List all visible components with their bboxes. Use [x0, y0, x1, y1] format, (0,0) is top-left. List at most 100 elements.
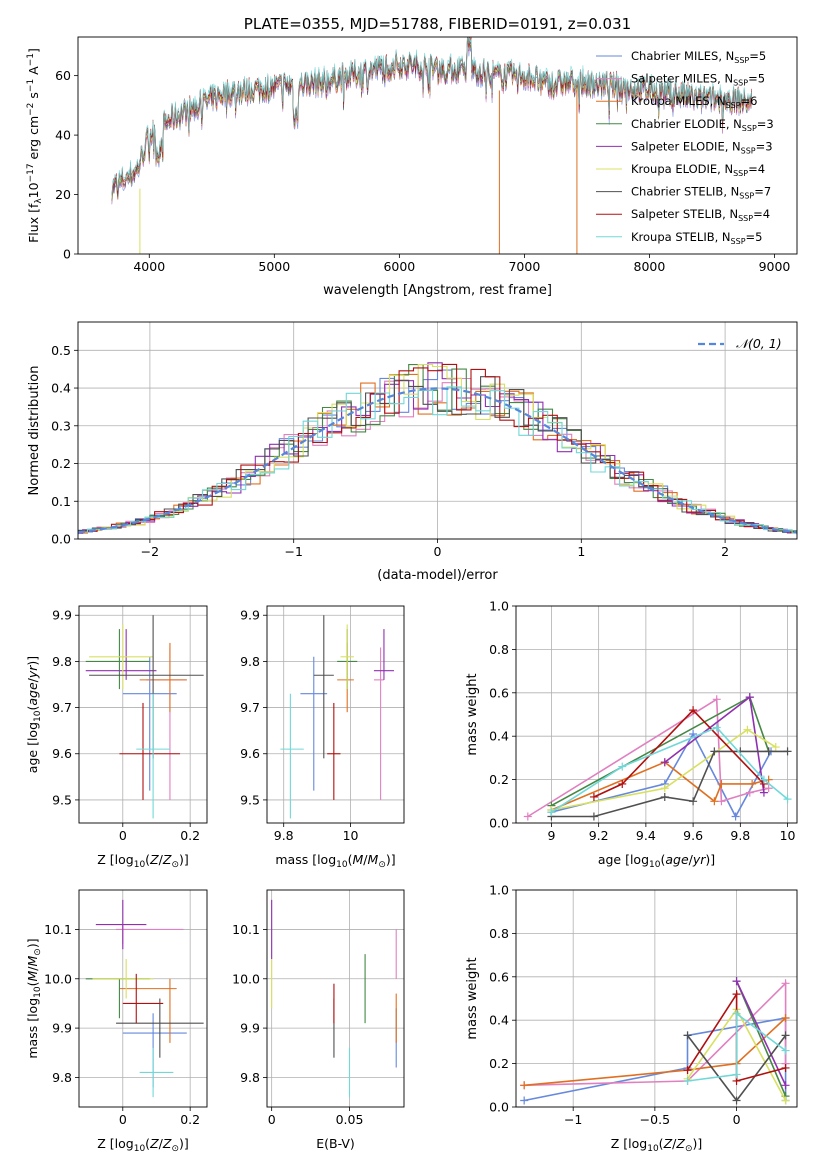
x-tick-label: 5000: [258, 259, 290, 274]
x-tick-label: 10: [780, 828, 796, 843]
y-tick-label: 9.8: [52, 654, 72, 669]
weight-marker-chabrier_stelib: [689, 797, 698, 806]
x-tick-label: 0: [268, 1112, 276, 1127]
weight-line-chabrier_stelib: [551, 750, 788, 818]
weight-line-kroupa_stelib: [687, 1012, 787, 1082]
weight-marker-salpeter_elodie: [781, 1081, 790, 1090]
x-tick-label: 9000: [759, 259, 791, 274]
x-tick-label: 2: [721, 544, 729, 559]
x-tick-label: −0.5: [640, 1112, 670, 1127]
x-axis-label: E(B-V): [316, 1136, 355, 1151]
weight-marker-salpeter_miles: [712, 695, 721, 704]
y-axis-label: age [log10(age/yr)]: [25, 656, 43, 773]
weight-lines: [520, 977, 790, 1105]
x-tick-label: 6000: [383, 259, 415, 274]
weight-marker-kroupa_elodie: [660, 784, 669, 793]
spectrum-panel: 4000 5000 6000 7000 8000 9000 0 20 40 60 PLATE=035…: [26, 15, 798, 298]
y-tick-label: 0.8: [489, 926, 509, 941]
y-tick-label: 60: [55, 68, 71, 83]
spectrum-line-kroupa_stelib: [111, 37, 752, 196]
weight-marker-kroupa_stelib: [618, 762, 627, 771]
weight-line-salpeter_stelib: [593, 709, 765, 798]
y-tick-label: 0.3: [51, 418, 71, 433]
error-bars: [280, 615, 394, 819]
x-tick-label: 9.8: [274, 828, 294, 843]
legend-label: Kroupa ELODIE, NSSP=4: [631, 162, 765, 178]
y-tick-label: 0.4: [489, 1013, 509, 1028]
y-tick-label: 1.0: [489, 883, 509, 898]
x-tick-label: 9.4: [636, 828, 656, 843]
axes-frame: [266, 605, 405, 824]
y-tick-label: 10.1: [44, 922, 72, 937]
x-tick-label: 9.8: [730, 828, 750, 843]
weight-marker-salpeter_elodie: [759, 788, 768, 797]
histogram-chabrier_stelib: [78, 376, 797, 535]
x-axis-label: Z [log10(Z/Z⊙)]: [97, 852, 189, 870]
y-tick-label: 0.1: [51, 494, 71, 509]
x-tick-label: 9: [547, 828, 555, 843]
weight-marker-salpeter_elodie: [745, 693, 754, 702]
x-tick-label: 10: [343, 828, 359, 843]
x-axis-label: Z [log10(Z/Z⊙)]: [611, 1136, 703, 1154]
weight-marker-salpeter_miles: [745, 788, 754, 797]
weight-marker-chabrier_stelib: [660, 792, 669, 801]
weight-marker-salpeter_stelib: [589, 792, 598, 801]
y-tick-label: 20: [55, 187, 71, 202]
weight-marker-chabrier_stelib: [589, 812, 598, 821]
axes-frame: [78, 889, 208, 1108]
axes-frame: [78, 605, 208, 824]
y-tick-label: 9.8: [240, 654, 260, 669]
y-tick-label: 9.9: [52, 1021, 72, 1036]
legend-label: Chabrier ELODIE, NSSP=3: [631, 117, 774, 133]
weight-line-kroupa_elodie: [551, 728, 777, 811]
y-tick-label: 9.5: [52, 792, 72, 807]
x-tick-label: 9.2: [589, 828, 609, 843]
y-tick-label: 9.9: [52, 608, 72, 623]
x-tick-label: 0: [434, 544, 442, 559]
histogram-salpeter_stelib: [78, 363, 797, 533]
weight-marker-kroupa_elodie: [781, 1096, 790, 1105]
weight-marker-kroupa_stelib: [759, 775, 768, 784]
histograms: [78, 362, 797, 535]
mass-weight-vs-age-panel: 9 9.2 9.4 9.6 9.8 10 0.0 0.2 0.4 0.6 0.8 1.0 age [lo…: [465, 599, 798, 870]
axes-frame: [77, 321, 798, 540]
weight-marker-kroupa_stelib: [683, 1076, 692, 1085]
weight-line-kroupa_miles: [551, 761, 769, 811]
y-axis-label: mass weight: [465, 673, 480, 755]
error-bars: [271, 899, 397, 1098]
weight-marker-chabrier_stelib: [781, 1031, 790, 1040]
y-tick-label: 9.6: [52, 746, 72, 761]
y-tick-label: 0.2: [489, 1056, 509, 1071]
legend: Chabrier MILES, NSSP=5 Salpeter MILES, NS…: [596, 49, 774, 246]
weight-marker-salpeter_stelib: [689, 706, 698, 715]
y-tick-label: 9.9: [240, 1021, 260, 1036]
y-tick-label: 0.0: [489, 816, 509, 831]
histogram-kroupa_stelib: [78, 386, 797, 534]
weight-marker-chabrier_stelib: [732, 1096, 741, 1105]
y-tick-label: 0.8: [489, 642, 509, 657]
legend-label: Salpeter ELODIE, NSSP=3: [631, 139, 773, 155]
y-tick-label: 40: [55, 128, 71, 143]
y-tick-label: 9.6: [240, 746, 260, 761]
y-tick-label: 0.0: [489, 1100, 509, 1115]
y-axis-label: mass [log10(M/M⊙)]: [25, 938, 43, 1058]
weight-marker-kroupa_stelib: [732, 1070, 741, 1079]
x-tick-label: −1: [564, 1112, 582, 1127]
x-tick-label: 0.2: [180, 828, 200, 843]
age-vs-Z-panel: 0 0.2 9.5 9.6 9.7 9.8 9.9 Z [log10(Z/Z⊙)] age [l…: [25, 605, 208, 870]
weight-marker-chabrier_stelib: [710, 747, 719, 756]
weight-marker-chabrier_miles: [731, 812, 740, 821]
weight-marker-salpeter_miles: [781, 979, 790, 988]
x-tick-label: 7000: [508, 259, 540, 274]
age-vs-mass-panel: 9.8 10 9.5 9.6 9.7 9.8 9.9 mass [log10(M/M⊙)]: [240, 605, 405, 870]
mass-vs-ebv-panel: 0 0.05 9.8 9.9 10.0 10.1 E(B-V): [232, 889, 405, 1151]
weight-marker-chabrier_stelib: [764, 747, 773, 756]
y-tick-label: 9.7: [52, 700, 72, 715]
weight-marker-kroupa_miles: [748, 779, 757, 788]
weight-marker-salpeter_elodie: [732, 977, 741, 986]
y-tick-label: 9.7: [240, 700, 260, 715]
x-tick-label: 9.6: [683, 828, 703, 843]
chart-title: PLATE=0355, MJD=51788, FIBERID=0191, z=0…: [244, 15, 631, 33]
x-axis-label: (data-model)/error: [377, 568, 498, 583]
x-tick-label: 8000: [634, 259, 666, 274]
